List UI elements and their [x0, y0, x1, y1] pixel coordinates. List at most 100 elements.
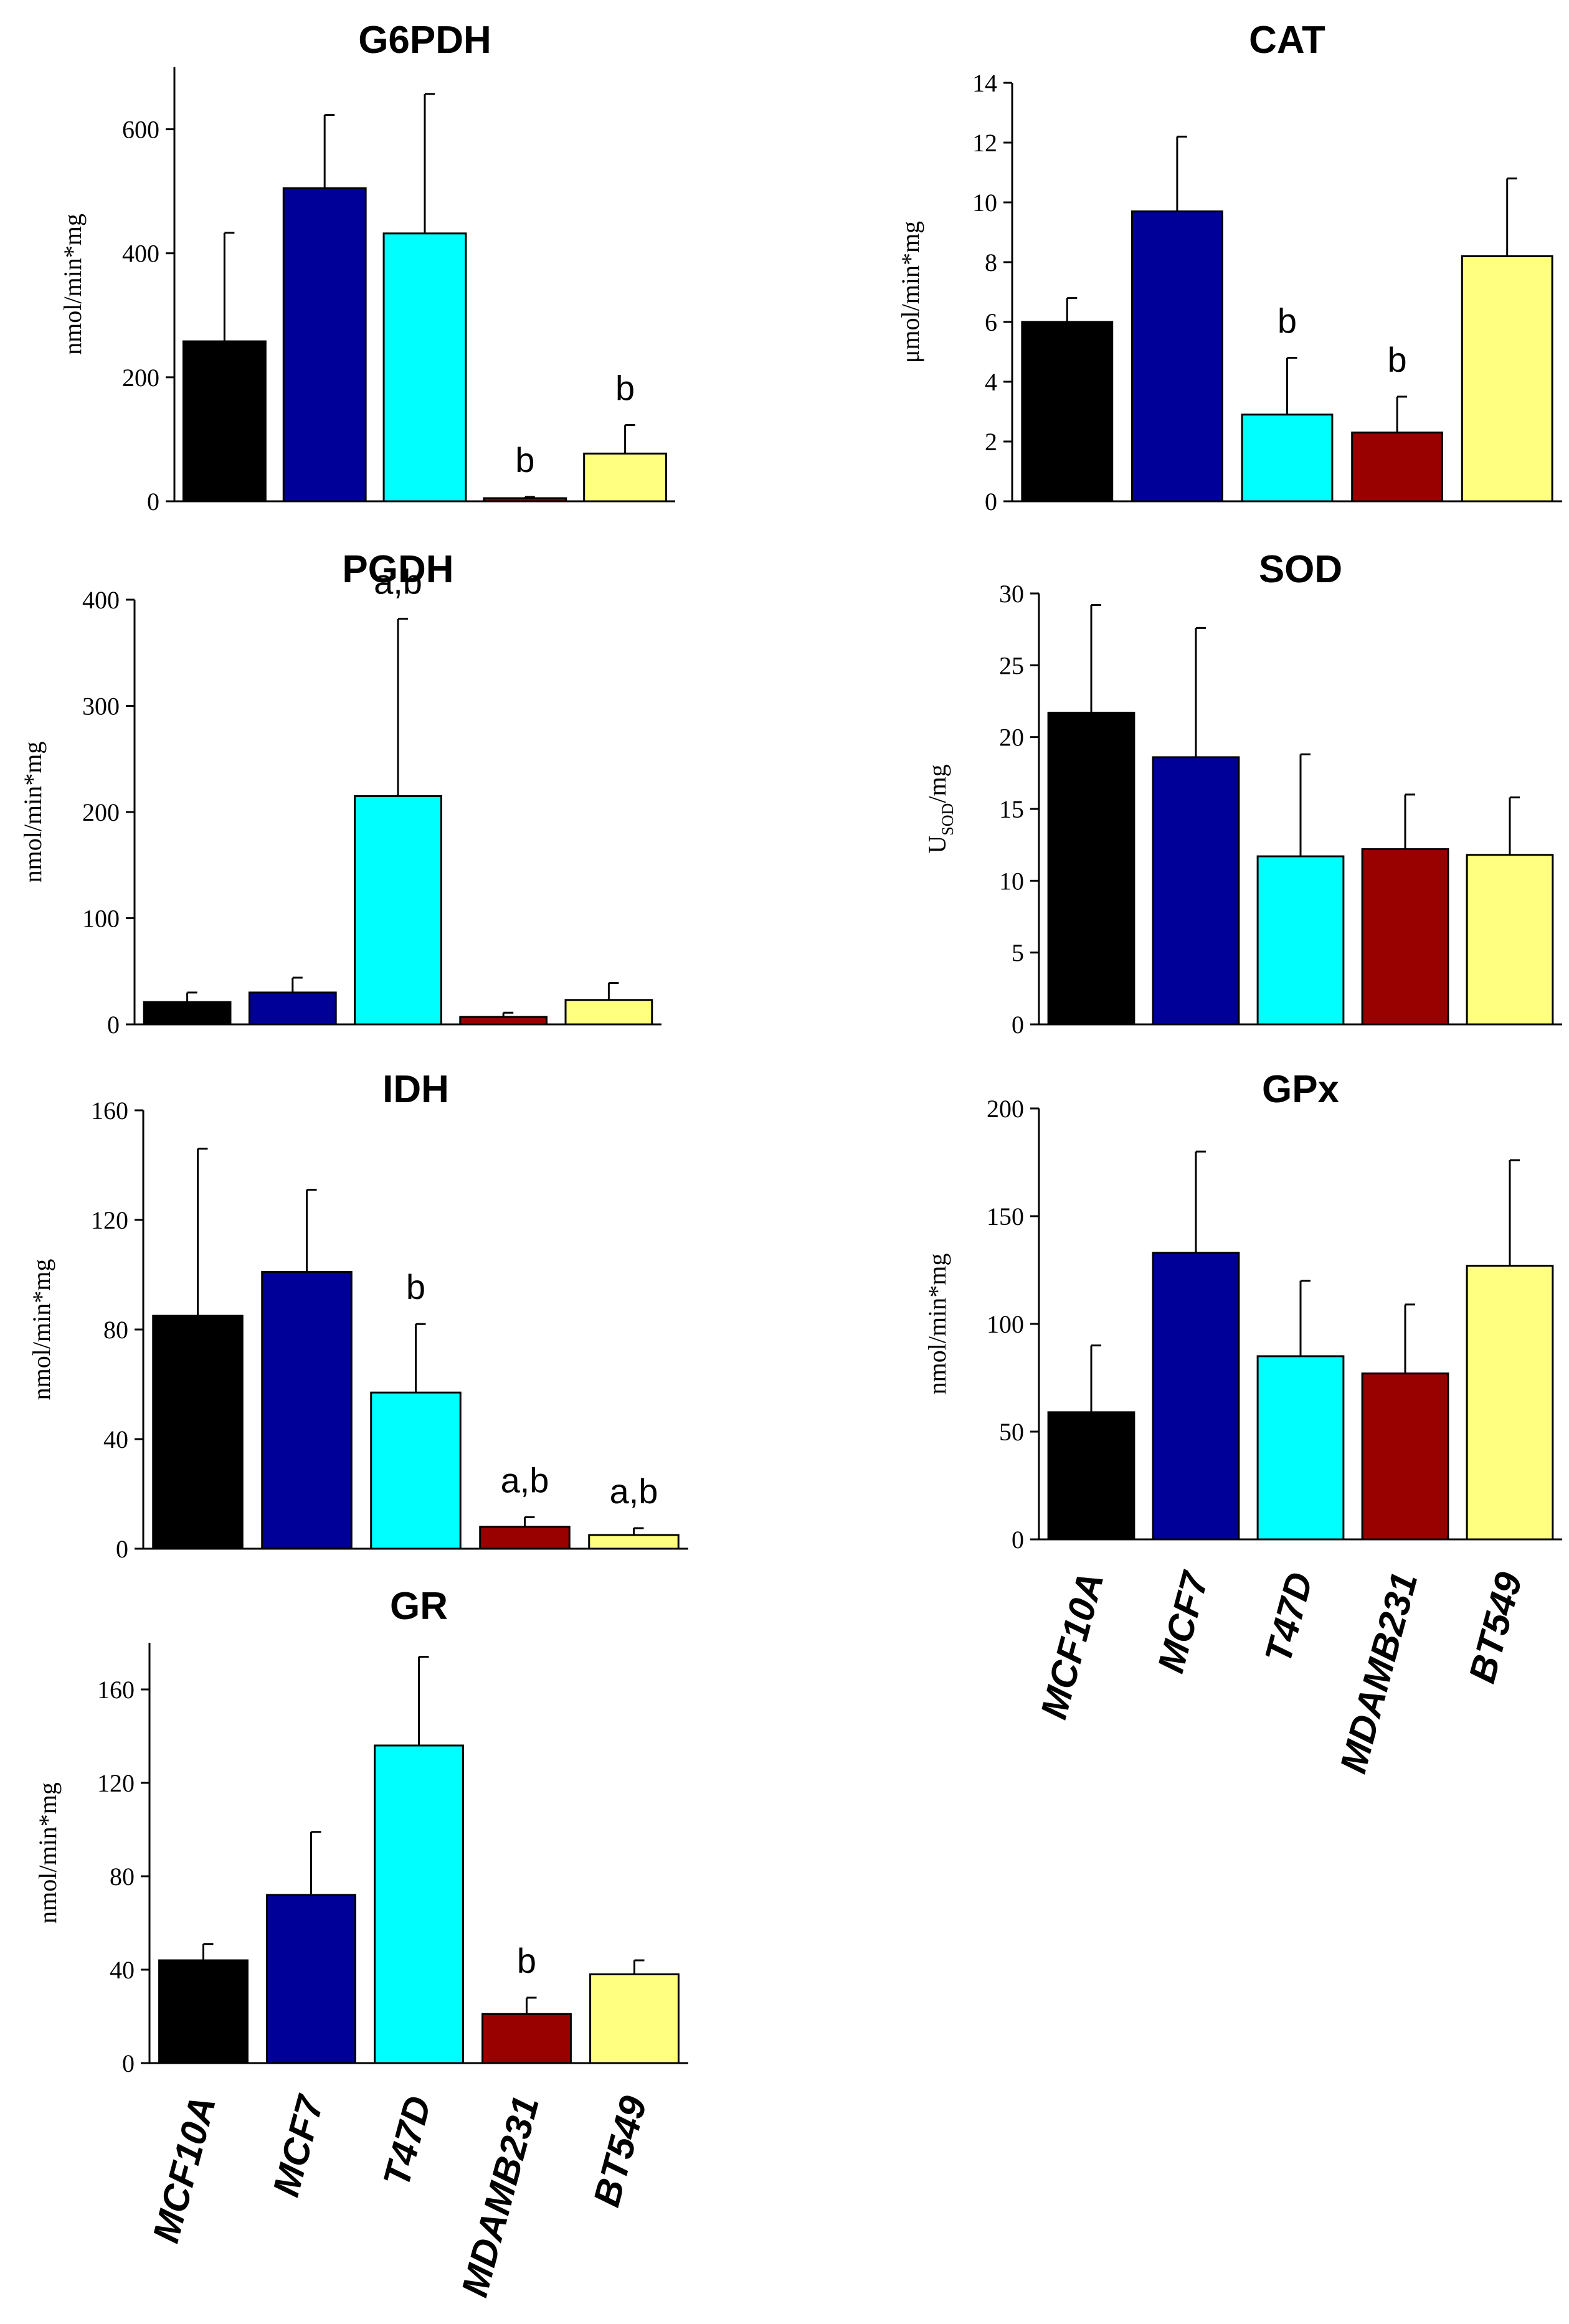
y-tick-label: 6: [985, 308, 997, 336]
bar-t47d: [370, 1391, 462, 1550]
y-axis-label: nmol/min*mg: [59, 214, 87, 355]
bar-mdamb231: [479, 1526, 571, 1550]
bar-bt549: [564, 999, 653, 1026]
panel-title: G6PDH: [358, 19, 491, 62]
y-tick-label: 30: [999, 580, 1024, 608]
significance-label: a,b: [610, 1471, 658, 1511]
y-tick-label: 0: [1012, 1526, 1024, 1554]
category-label-mcf7: MCF7: [265, 2090, 332, 2201]
y-tick-label: 120: [91, 1206, 128, 1234]
panel-gr: GR b 0 40 80 120 160 nmol/min*mg MCF10A MCF7 T47D M…: [34, 1585, 688, 2301]
y-tick-label: 20: [999, 724, 1024, 752]
significance-label: b: [615, 369, 635, 408]
bar-mcf7: [1152, 756, 1240, 1026]
y-tick-label: 25: [999, 651, 1024, 679]
category-label-t47d: T47D: [375, 2092, 439, 2191]
significance-label: a,b: [374, 562, 422, 602]
y-tick-label: 5: [1012, 939, 1024, 967]
bar-t47d: [1256, 855, 1345, 1026]
panel-title: CAT: [1249, 19, 1325, 62]
y-tick-label: 50: [999, 1418, 1024, 1446]
bar-mdamb231: [1361, 1372, 1449, 1541]
panel-title: GR: [390, 1585, 448, 1628]
bar-mcf7: [1131, 210, 1223, 503]
panel-idh: IDH b a,b a,b 0 40 80 120 160 nmol/min*mg: [27, 1068, 688, 1563]
significance-label: a,b: [501, 1460, 549, 1500]
bar-mcf7: [248, 991, 337, 1026]
y-axis-label: nmol/min*mg: [923, 1254, 951, 1395]
bar-t47d: [382, 232, 467, 503]
y-tick-label: 0: [985, 488, 997, 516]
y-tick-label: 150: [987, 1202, 1024, 1230]
bar-mcf10a: [1047, 1411, 1135, 1541]
bar-mcf7: [261, 1271, 353, 1550]
y-tick-label: 14: [972, 69, 997, 97]
bar-mcf10a: [1047, 711, 1135, 1026]
bar-mdamb231: [1351, 432, 1444, 503]
significance-label: b: [1277, 301, 1297, 341]
y-tick-label: 2: [985, 428, 997, 456]
bar-bt549: [1466, 1265, 1554, 1541]
y-tick-label: 120: [97, 1769, 135, 1797]
significance-label: b: [517, 1941, 536, 1980]
category-label-mcf10a: MCF10A: [1033, 1568, 1112, 1723]
panel-cat: CAT b b 0 2 4 6 8 10 12 14 μmol/min*mg: [896, 19, 1562, 516]
bar-t47d: [1256, 1355, 1345, 1541]
y-tick-label: 0: [147, 488, 159, 516]
y-tick-label: 400: [122, 240, 159, 268]
panel-title: IDH: [382, 1068, 449, 1111]
bar-bt549: [583, 452, 668, 503]
bar-mcf7: [282, 187, 367, 503]
bar-mcf10a: [1021, 321, 1114, 503]
y-tick-label: 0: [116, 1535, 128, 1563]
y-tick-label: 400: [82, 586, 120, 614]
y-tick-label: 600: [122, 116, 159, 144]
bar-bt549: [588, 1534, 680, 1550]
bar-mdamb231: [459, 1016, 548, 1026]
y-tick-label: 100: [82, 905, 120, 933]
category-label-mdamb231: MDAMB231: [453, 2092, 547, 2301]
category-label-t47d: T47D: [1257, 1568, 1321, 1667]
y-tick-label: 160: [91, 1097, 128, 1125]
panel-g6pdh: G6PDH b b 0 200 400 600 nmol/min*mg: [59, 19, 675, 516]
y-axis-label: μmol/min*mg: [896, 221, 924, 363]
bar-t47d: [1241, 413, 1334, 503]
y-axis-label: nmol/min*mg: [27, 1259, 55, 1401]
y-tick-label: 10: [972, 189, 997, 217]
category-label-bt549: BT549: [585, 2091, 655, 2211]
bar-t47d: [374, 1744, 464, 2064]
y-tick-label: 40: [110, 1956, 135, 1984]
bar-mcf10a: [143, 1001, 232, 1026]
panel-title: SOD: [1259, 548, 1342, 591]
y-tick-label: 80: [103, 1316, 128, 1344]
category-label-mdamb231: MDAMB231: [1332, 1568, 1425, 1777]
bar-mcf10a: [152, 1315, 244, 1550]
y-tick-label: 0: [1012, 1011, 1024, 1039]
y-tick-label: 200: [987, 1095, 1024, 1123]
y-axis-label: nmol/min*mg: [34, 1782, 62, 1924]
bar-t47d: [354, 795, 442, 1026]
bar-mcf10a: [182, 340, 267, 503]
category-label-mcf7: MCF7: [1150, 1566, 1217, 1677]
y-tick-label: 12: [972, 129, 997, 157]
y-tick-label: 0: [122, 2049, 135, 2077]
category-label-bt549: BT549: [1461, 1567, 1530, 1687]
bar-bt549: [1466, 854, 1554, 1026]
panel-gpx: GPx 0 50 100 150 200 nmol/min*mg MCF10A MCF7 T47D…: [923, 1068, 1562, 1777]
bar-mdamb231: [1361, 848, 1449, 1026]
bar-mcf10a: [158, 1959, 249, 2064]
bar-bt549: [1461, 255, 1553, 503]
panel-title: GPx: [1262, 1068, 1340, 1111]
y-tick-label: 200: [122, 364, 159, 392]
bar-mcf7: [1152, 1252, 1240, 1541]
y-tick-label: 10: [999, 867, 1024, 895]
panel-sod: SOD 0 5 10 15 20 25 30 USOD/mg: [923, 548, 1562, 1039]
y-tick-label: 8: [985, 248, 997, 276]
y-tick-label: 100: [987, 1310, 1024, 1338]
significance-label: b: [515, 440, 534, 479]
bar-mcf7: [266, 1894, 356, 2064]
significance-label: b: [1388, 340, 1407, 379]
category-label-mcf10a: MCF10A: [145, 2092, 224, 2247]
